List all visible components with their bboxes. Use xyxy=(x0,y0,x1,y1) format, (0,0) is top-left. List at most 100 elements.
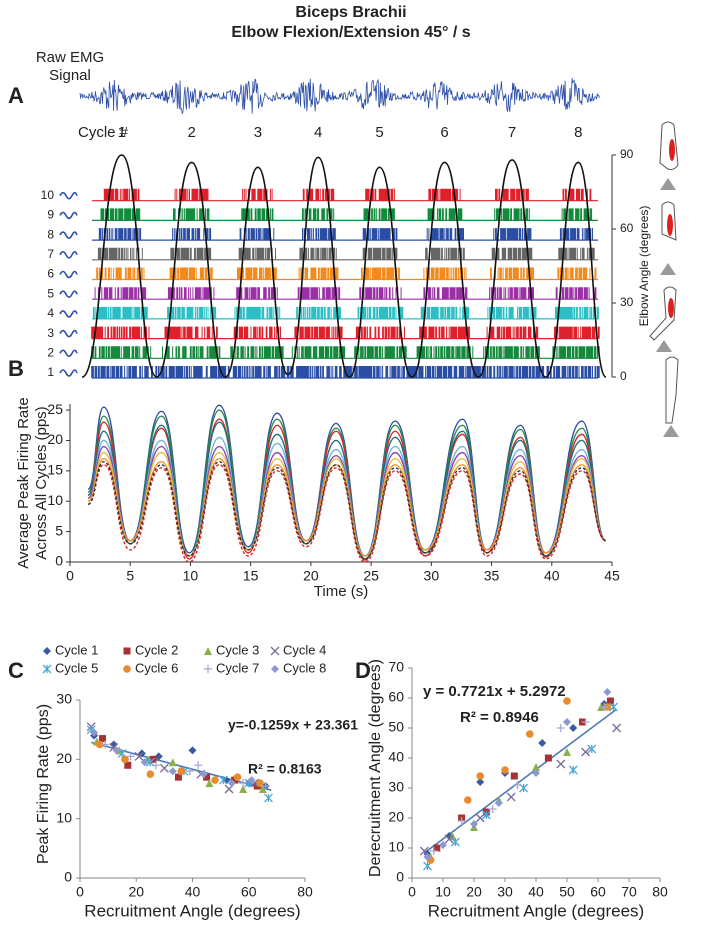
legend-label: Cycle 1 xyxy=(55,642,98,657)
point xyxy=(203,773,211,781)
point xyxy=(168,758,177,767)
x-axis-label: Recruitment Angle (degrees) xyxy=(428,901,644,920)
point xyxy=(476,772,485,780)
x-tick-label: 70 xyxy=(621,884,637,900)
unit-spikes xyxy=(100,208,593,221)
unit-label: 9 xyxy=(47,208,54,222)
x-tick-label: 0 xyxy=(408,884,416,900)
x-tick-label: 80 xyxy=(297,884,313,900)
cycle-label: Cycle # xyxy=(78,124,129,141)
x-tick-label: 0 xyxy=(76,884,84,900)
figure-subtitle: Elbow Flexion/Extension 45° / s xyxy=(231,24,470,41)
series-line xyxy=(87,418,607,561)
signal-label: Signal xyxy=(49,67,91,84)
y-axis-label: Across All Cycles (pps) xyxy=(33,406,50,559)
unit-waveform xyxy=(59,329,78,338)
unit-label: 10 xyxy=(41,188,55,202)
unit-spikes xyxy=(91,346,600,359)
legend-marker xyxy=(270,646,280,656)
point xyxy=(600,703,609,711)
point xyxy=(154,752,163,761)
cycle-number: 3 xyxy=(254,124,262,141)
legend-marker xyxy=(43,647,51,655)
point xyxy=(481,810,491,820)
point xyxy=(205,779,214,788)
unit-spikes xyxy=(94,287,597,300)
y-tick-label: 0 xyxy=(64,869,72,885)
point xyxy=(433,844,441,852)
unit-label: 3 xyxy=(47,326,54,340)
legend-label: Cycle 7 xyxy=(216,660,259,675)
point xyxy=(185,767,194,776)
unit-waveform xyxy=(59,349,78,358)
point xyxy=(233,773,242,781)
point xyxy=(457,817,466,825)
cycle-number: 4 xyxy=(314,124,322,141)
point xyxy=(99,735,106,743)
unit-spikes xyxy=(96,267,597,280)
trend-line xyxy=(423,708,618,854)
unit-label: 8 xyxy=(47,227,54,241)
y-tick-label: 20 xyxy=(47,431,63,447)
x-tick-label: 10 xyxy=(183,568,199,584)
unit-spikes xyxy=(92,306,599,319)
y-tick-label: 0 xyxy=(55,553,63,569)
point xyxy=(222,776,231,785)
arm-icons xyxy=(649,121,679,437)
x-axis-label: Recruitment Angle (degrees) xyxy=(84,901,300,920)
x-tick-label: 50 xyxy=(559,884,575,900)
y-tick-label: 70 xyxy=(388,659,404,675)
point xyxy=(532,769,540,777)
point xyxy=(532,763,540,771)
x-tick-label: 80 xyxy=(652,884,668,900)
series-line xyxy=(87,436,607,557)
cycle-number: 6 xyxy=(440,124,448,141)
y-tick-label: 60 xyxy=(388,689,404,705)
cycle-number: 1 xyxy=(118,124,126,141)
cycle-number: 5 xyxy=(375,124,383,141)
point xyxy=(429,847,438,855)
x-tick-label: 45 xyxy=(604,568,620,584)
point xyxy=(494,799,503,807)
series-line xyxy=(87,464,607,563)
point xyxy=(581,747,591,757)
y-axis-label: Peak Firing Rate (pps) xyxy=(35,704,52,864)
point xyxy=(568,765,578,775)
point xyxy=(609,702,618,712)
point xyxy=(194,761,203,770)
point xyxy=(199,770,208,779)
cycle-number: 7 xyxy=(508,124,516,141)
x-tick-label: 30 xyxy=(497,884,513,900)
y-tick-label: 30 xyxy=(388,779,404,795)
point xyxy=(168,767,177,776)
legend-marker xyxy=(204,665,212,673)
series-line xyxy=(87,404,607,557)
unit-spikes xyxy=(97,247,595,260)
x-tick-label: 10 xyxy=(435,884,451,900)
point xyxy=(587,744,597,754)
point xyxy=(569,724,578,732)
point xyxy=(256,779,264,787)
y-tick-label: 25 xyxy=(47,401,63,417)
legend-marker xyxy=(42,664,52,674)
y-tick-label: 15 xyxy=(47,462,63,478)
angle-line xyxy=(81,154,607,378)
point xyxy=(501,766,509,774)
cycle-number: 2 xyxy=(187,124,195,141)
point xyxy=(177,767,186,775)
panel-label: D xyxy=(355,658,371,683)
x-axis-label: Time (s) xyxy=(314,583,368,600)
point xyxy=(603,688,612,696)
y-tick-label: 10 xyxy=(56,809,72,825)
y-tick-label: 20 xyxy=(56,750,72,766)
unit-label: 7 xyxy=(47,247,54,261)
point xyxy=(470,820,478,828)
point xyxy=(188,746,197,755)
point xyxy=(444,834,454,844)
cycle-number: 8 xyxy=(574,124,582,141)
y2-tick-label: 0 xyxy=(620,369,627,383)
unit-label: 5 xyxy=(47,286,54,300)
legend-marker xyxy=(123,665,131,673)
point xyxy=(563,748,571,756)
